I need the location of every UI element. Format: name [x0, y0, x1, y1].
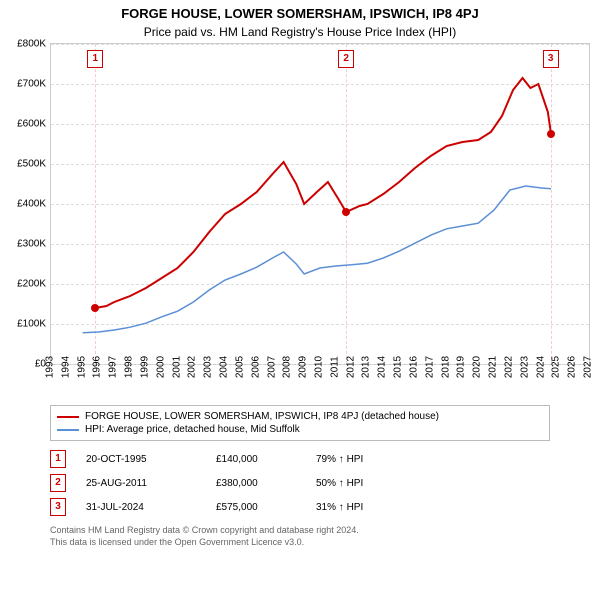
line-chart: £0£100K£200K£300K£400K£500K£600K£700K£80…	[50, 43, 590, 365]
legend-label: HPI: Average price, detached house, Mid …	[85, 424, 300, 435]
transaction-dot	[547, 130, 555, 138]
legend-item: HPI: Average price, detached house, Mid …	[57, 423, 543, 436]
series-line	[83, 186, 551, 333]
x-axis-label: 2001	[171, 356, 182, 378]
transaction-hpi-delta: 50% ↑ HPI	[316, 478, 363, 489]
transaction-marker: 3	[50, 498, 66, 516]
transaction-hpi-delta: 79% ↑ HPI	[316, 454, 363, 465]
chart-title: FORGE HOUSE, LOWER SOMERSHAM, IPSWICH, I…	[0, 0, 600, 21]
x-axis-label: 2021	[488, 356, 499, 378]
transaction-price: £575,000	[216, 502, 296, 513]
x-axis-label: 2014	[377, 356, 388, 378]
x-axis-label: 2006	[250, 356, 261, 378]
x-axis-label: 1995	[76, 356, 87, 378]
x-axis-label: 2023	[519, 356, 530, 378]
x-axis-label: 1998	[124, 356, 135, 378]
transaction-price: £140,000	[216, 454, 296, 465]
x-axis-label: 2012	[345, 356, 356, 378]
x-axis-label: 2026	[567, 356, 578, 378]
chart-subtitle: Price paid vs. HM Land Registry's House …	[0, 21, 600, 43]
x-axis-label: 2005	[234, 356, 245, 378]
x-axis-label: 2018	[440, 356, 451, 378]
x-axis-label: 2004	[219, 356, 230, 378]
legend-label: FORGE HOUSE, LOWER SOMERSHAM, IPSWICH, I…	[85, 411, 439, 422]
series-line	[95, 78, 551, 308]
y-axis-label: £700K	[17, 79, 46, 90]
transactions-table: 1 20-OCT-1995 £140,000 79% ↑ HPI 2 25-AUG-201…	[50, 447, 550, 519]
y-axis-label: £300K	[17, 239, 46, 250]
transaction-row: 1 20-OCT-1995 £140,000 79% ↑ HPI	[50, 447, 550, 471]
x-axis-label: 2015	[393, 356, 404, 378]
x-axis-label: 2013	[361, 356, 372, 378]
x-axis-label: 2024	[535, 356, 546, 378]
transaction-row: 2 25-AUG-2011 £380,000 50% ↑ HPI	[50, 471, 550, 495]
y-axis-label: £400K	[17, 199, 46, 210]
x-axis-label: 2016	[408, 356, 419, 378]
transaction-date: 20-OCT-1995	[86, 454, 196, 465]
legend-item: FORGE HOUSE, LOWER SOMERSHAM, IPSWICH, I…	[57, 410, 543, 423]
y-axis-label: £200K	[17, 279, 46, 290]
legend-swatch	[57, 416, 79, 418]
transaction-row: 3 31-JUL-2024 £575,000 31% ↑ HPI	[50, 495, 550, 519]
x-axis-label: 1994	[60, 356, 71, 378]
y-axis-label: £600K	[17, 119, 46, 130]
transaction-date: 31-JUL-2024	[86, 502, 196, 513]
y-axis-label: £800K	[17, 39, 46, 50]
transaction-hpi-delta: 31% ↑ HPI	[316, 502, 363, 513]
x-axis-label: 2002	[187, 356, 198, 378]
footer-line: Contains HM Land Registry data © Crown c…	[50, 525, 550, 537]
transaction-marker: 2	[50, 474, 66, 492]
y-axis-label: £100K	[17, 319, 46, 330]
legend: FORGE HOUSE, LOWER SOMERSHAM, IPSWICH, I…	[50, 405, 550, 441]
x-axis-label: 1997	[108, 356, 119, 378]
x-axis-label: 2020	[472, 356, 483, 378]
x-axis-label: 2003	[203, 356, 214, 378]
x-axis-label: 2000	[155, 356, 166, 378]
transaction-dot	[342, 208, 350, 216]
x-axis-label: 2011	[329, 356, 340, 378]
x-axis-label: 2017	[424, 356, 435, 378]
x-axis-label: 2010	[314, 356, 325, 378]
transaction-marker: 1	[50, 450, 66, 468]
footer-line: This data is licensed under the Open Gov…	[50, 537, 550, 549]
footer-attribution: Contains HM Land Registry data © Crown c…	[50, 525, 550, 548]
transaction-price: £380,000	[216, 478, 296, 489]
x-axis-label: 2008	[282, 356, 293, 378]
x-axis-label: 2019	[456, 356, 467, 378]
x-axis: 1993199419951996199719981999200020012002…	[50, 365, 590, 401]
x-axis-label: 1993	[45, 356, 56, 378]
transaction-date: 25-AUG-2011	[86, 478, 196, 489]
x-axis-label: 1999	[139, 356, 150, 378]
x-axis-label: 2027	[583, 356, 594, 378]
transaction-dot	[91, 304, 99, 312]
y-axis-label: £500K	[17, 159, 46, 170]
x-axis-label: 2007	[266, 356, 277, 378]
x-axis-label: 2025	[551, 356, 562, 378]
x-axis-label: 2022	[503, 356, 514, 378]
x-axis-label: 2009	[298, 356, 309, 378]
legend-swatch	[57, 429, 79, 431]
x-axis-label: 1996	[92, 356, 103, 378]
